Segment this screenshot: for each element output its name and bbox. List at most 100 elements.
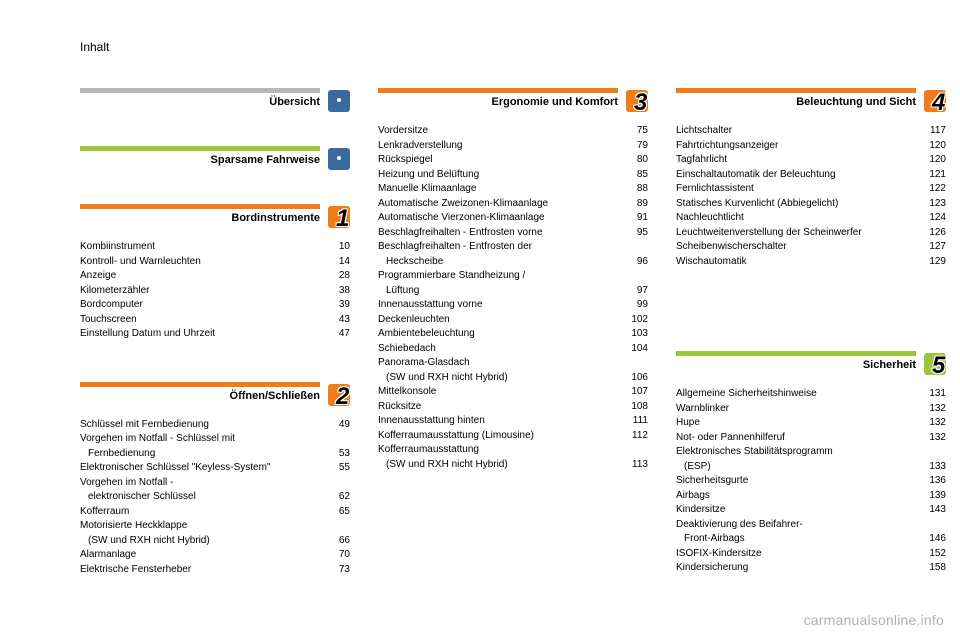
toc-page: 131 [929, 387, 946, 402]
toc-label: Lenkradverstellung [378, 139, 637, 154]
section-sparsame: Sparsame Fahrweise [80, 146, 350, 182]
section-bar [378, 88, 618, 93]
toc-line: Einschaltautomatik der Beleuchtung121 [676, 168, 946, 183]
toc-label: Elektrische Fensterheber [80, 563, 339, 578]
toc-label: Elektronischer Schlüssel "Keyless-System… [80, 461, 339, 476]
toc-line: Manuelle Klimaanlage88 [378, 182, 648, 197]
toc-line: Front-Airbags146 [676, 532, 946, 547]
toc-line: (SW und RXH nicht Hybrid)113 [378, 458, 648, 473]
section-bar [80, 204, 320, 209]
toc-line: Sicherheitsgurte136 [676, 474, 946, 489]
toc-line: (SW und RXH nicht Hybrid)106 [378, 371, 648, 386]
toc-list: Vordersitze75Lenkradverstellung79Rückspi… [378, 124, 648, 472]
toc-line: Leuchtweitenverstellung der Scheinwerfer… [676, 226, 946, 241]
toc-page: 62 [339, 490, 350, 505]
toc-label: Kontroll- und Warnleuchten [80, 255, 339, 270]
toc-page: 53 [339, 447, 350, 462]
section-offnen: Öffnen/Schließen 2 Schlüssel mit Fernbed… [80, 382, 350, 578]
toc-list: Allgemeine Sicherheitshinweise131Warnbli… [676, 387, 946, 576]
watermark: carmanualsonline.info [804, 612, 944, 628]
toc-page: 49 [339, 418, 350, 433]
toc-line: Einstellung Datum und Uhrzeit47 [80, 327, 350, 342]
spacer [80, 364, 350, 382]
toc-list: Kombiinstrument10Kontroll- und Warnleuch… [80, 240, 350, 342]
toc-line: Vorgehen im Notfall - Schlüssel mit [80, 432, 350, 447]
spacer [676, 291, 946, 351]
toc-line: Heckscheibe96 [378, 255, 648, 270]
toc-page: 104 [631, 342, 648, 357]
toc-line: (ESP)133 [676, 460, 946, 475]
toc-page: 126 [929, 226, 946, 241]
section-title: Sicherheit [863, 359, 916, 371]
column-2: Ergonomie und Komfort 3 Vordersitze75Len… [378, 88, 648, 599]
toc-line: Fernlichtassistent122 [676, 182, 946, 197]
toc-label: Alarmanlage [80, 548, 339, 563]
section-badge [328, 90, 350, 112]
toc-page: 97 [637, 284, 648, 299]
toc-label: Scheibenwischerschalter [676, 240, 929, 255]
toc-line: Panorama-Glasdach [378, 356, 648, 371]
toc-page: 103 [631, 327, 648, 342]
toc-label: Touchscreen [80, 313, 339, 328]
toc-label: Schlüssel mit Fernbedienung [80, 418, 339, 433]
toc-page: 143 [929, 503, 946, 518]
section-badge: 4 [924, 90, 946, 112]
section-badge: 2 [328, 384, 350, 406]
toc-page: 132 [929, 416, 946, 431]
badge-number: 5 [932, 352, 945, 380]
column-1: Übersicht Sparsame Fahrweise [80, 88, 350, 599]
toc-label: Hupe [676, 416, 929, 431]
toc-page: 88 [637, 182, 648, 197]
section-beleuchtung: Beleuchtung und Sicht 4 Lichtschalter117… [676, 88, 946, 269]
toc-line: Statisches Kurvenlicht (Abbiegelicht)123 [676, 197, 946, 212]
toc-line: Elektronischer Schlüssel "Keyless-System… [80, 461, 350, 476]
toc-page: 120 [929, 153, 946, 168]
toc-label: Leuchtweitenverstellung der Scheinwerfer [676, 226, 929, 241]
toc-page: 96 [637, 255, 648, 270]
toc-label: Panorama-Glasdach [378, 356, 648, 371]
toc-page: 122 [929, 182, 946, 197]
toc-page: 73 [339, 563, 350, 578]
toc-list: Schlüssel mit Fernbedienung49Vorgehen im… [80, 418, 350, 578]
toc-label: Automatische Zweizonen-Klimaanlage [378, 197, 637, 212]
toc-label: Vorgehen im Notfall - Schlüssel mit [80, 432, 350, 447]
toc-label: ISOFIX-Kindersitze [676, 547, 929, 562]
section-ergonomie: Ergonomie und Komfort 3 Vordersitze75Len… [378, 88, 648, 472]
toc-page: 146 [929, 532, 946, 547]
toc-line: elektronischer Schlüssel62 [80, 490, 350, 505]
toc-page: 120 [929, 139, 946, 154]
toc-page: 70 [339, 548, 350, 563]
toc-label: Innenausstattung hinten [378, 414, 633, 429]
toc-label: Fahrtrichtungsanzeiger [676, 139, 929, 154]
toc-page: 10 [339, 240, 350, 255]
toc-line: Lenkradverstellung79 [378, 139, 648, 154]
section-head: Sicherheit 5 [676, 351, 946, 377]
toc-page: 121 [929, 168, 946, 183]
toc-page: 14 [339, 255, 350, 270]
toc-line: Beschlagfreihalten - Entfrosten vorne95 [378, 226, 648, 241]
toc-label: Einstellung Datum und Uhrzeit [80, 327, 339, 342]
toc-page: 47 [339, 327, 350, 342]
toc-page: 112 [632, 429, 648, 444]
toc-label: Nachleuchtlicht [676, 211, 929, 226]
toc-label: Statisches Kurvenlicht (Abbiegelicht) [676, 197, 929, 212]
toc-page: 107 [631, 385, 648, 400]
section-head: Übersicht [80, 88, 350, 114]
toc-page: 124 [929, 211, 946, 226]
toc-line: Lüftung97 [378, 284, 648, 299]
toc-line: Automatische Zweizonen-Klimaanlage89 [378, 197, 648, 212]
badge-number: 2 [336, 383, 349, 411]
section-head: Ergonomie und Komfort 3 [378, 88, 648, 114]
toc-label: Elektronisches Stabilitätsprogramm [676, 445, 946, 460]
section-bar [676, 351, 916, 356]
toc-line: Rücksitze108 [378, 400, 648, 415]
toc-label: Automatische Vierzonen-Klimaanlage [378, 211, 637, 226]
toc-line: Kindersitze143 [676, 503, 946, 518]
page: Inhalt Übersicht Sparsame Fahrweise [0, 0, 960, 640]
toc-label: Rückspiegel [378, 153, 637, 168]
toc-line: Kofferraumausstattung [378, 443, 648, 458]
toc-label: Fernbedienung [80, 447, 339, 462]
toc-page: 91 [637, 211, 648, 226]
toc-page: 39 [339, 298, 350, 313]
toc-label: (SW und RXH nicht Hybrid) [80, 534, 339, 549]
